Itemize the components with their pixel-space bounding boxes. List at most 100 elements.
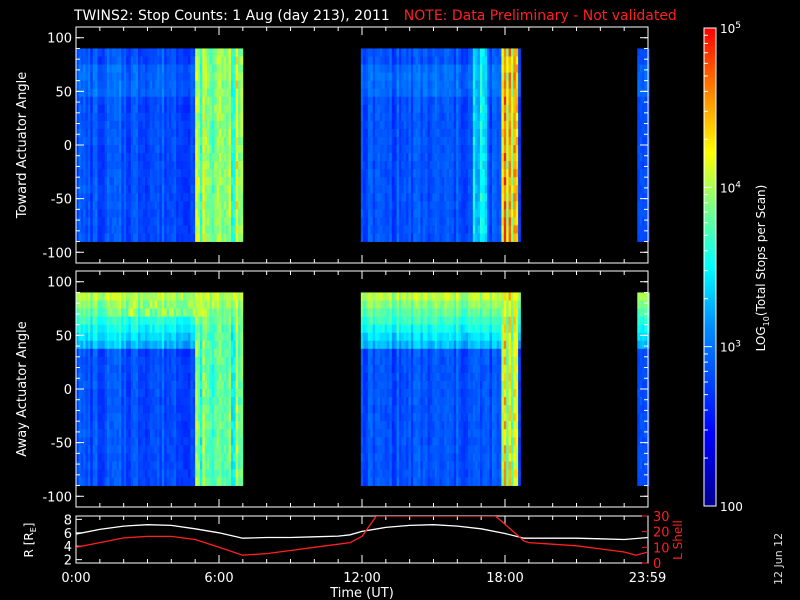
heat-cell (87, 308, 91, 317)
heat-cell (147, 380, 151, 390)
heat-cell (230, 177, 234, 186)
heat-cell (180, 177, 184, 186)
heat-cell (518, 225, 521, 234)
heat-cell (479, 201, 483, 210)
heat-cell (180, 316, 184, 326)
heat-cell (166, 153, 170, 162)
heat-cell (140, 300, 144, 309)
heat-cell (159, 72, 163, 82)
heat-cell (204, 217, 208, 226)
heat-cell (192, 96, 196, 106)
heat-cell (453, 56, 457, 65)
heat-cell (85, 332, 89, 342)
heat-cell (149, 389, 153, 398)
heat-cell (95, 185, 98, 194)
heat-cell (111, 389, 115, 398)
heat-cell (145, 169, 148, 178)
heat-cell (422, 153, 426, 162)
heat-cell (489, 185, 493, 194)
heat-cell (76, 332, 79, 342)
heat-cell (216, 340, 220, 350)
heat-cell (482, 225, 486, 234)
heat-cell (118, 145, 122, 154)
heat-cell (470, 153, 474, 162)
heat-cell (130, 308, 134, 317)
heat-cell (382, 48, 386, 57)
heat-cell (475, 80, 478, 90)
heat-cell (102, 209, 105, 218)
heat-cell (92, 217, 96, 226)
heat-cell (387, 128, 390, 138)
heat-cell (164, 96, 167, 106)
heat-cell (235, 201, 239, 210)
heat-cell (199, 201, 203, 210)
heat-cell (140, 397, 144, 406)
heat-cell (446, 80, 450, 90)
heat-cell (123, 300, 127, 309)
heat-cell (418, 201, 421, 210)
heat-cell (137, 161, 141, 170)
heat-cell (195, 96, 198, 106)
heat-cell (211, 405, 215, 414)
heat-cell (501, 72, 505, 82)
heat-cell (418, 112, 421, 122)
heat-cell (506, 80, 509, 90)
heat-cell (97, 225, 101, 234)
heat-cell (149, 437, 153, 446)
heat-cell (154, 324, 158, 334)
heat-cell (211, 372, 215, 382)
heat-cell (114, 193, 117, 202)
heat-cell (413, 193, 417, 202)
heat-cell (140, 104, 144, 114)
heat-cell (446, 128, 450, 138)
heat-cell (149, 233, 153, 242)
heat-cell (434, 88, 438, 98)
heat-cell (639, 64, 643, 73)
heat-cell (78, 169, 82, 178)
heat-cell (164, 80, 167, 90)
heat-cell (154, 469, 158, 478)
heat-cell (111, 356, 115, 366)
heat-cell (489, 193, 493, 202)
heat-cell (506, 48, 509, 57)
heat-cell (116, 308, 120, 317)
heat-cell (192, 233, 196, 242)
heat-cell (140, 145, 144, 154)
heat-cell (178, 461, 182, 470)
heat-cell (76, 128, 79, 138)
heat-cell (116, 233, 120, 242)
heat-cell (192, 348, 196, 358)
heat-cell (228, 88, 232, 98)
heat-cell (168, 169, 172, 178)
heat-cell (484, 72, 488, 82)
heat-cell (214, 56, 218, 65)
heat-cell (145, 437, 148, 446)
heat-cell (491, 88, 495, 98)
heat-cell (470, 128, 474, 138)
heat-cell (223, 128, 227, 138)
heat-cell (379, 136, 383, 146)
heat-cell (92, 201, 96, 210)
heat-cell (223, 80, 227, 90)
heat-cell (372, 201, 376, 210)
heat-cell (413, 177, 417, 186)
heat-cell (192, 120, 196, 130)
heat-cell (427, 96, 431, 106)
heat-cell (487, 161, 490, 170)
heat-cell (135, 169, 139, 178)
heat-cell (114, 340, 117, 350)
heat-cell (209, 185, 213, 194)
heat-cell (396, 48, 400, 57)
heat-cell (429, 136, 433, 146)
heat-cell (171, 161, 175, 170)
heat-cell (202, 104, 206, 114)
heat-cell (415, 120, 419, 130)
heat-cell (183, 413, 187, 422)
heat-cell (197, 48, 201, 57)
heat-cell (487, 96, 490, 106)
heat-cell (173, 429, 177, 438)
heat-cell (114, 316, 117, 326)
heat-cell (92, 104, 96, 114)
heat-cell (123, 56, 127, 65)
heat-cell (185, 72, 189, 82)
